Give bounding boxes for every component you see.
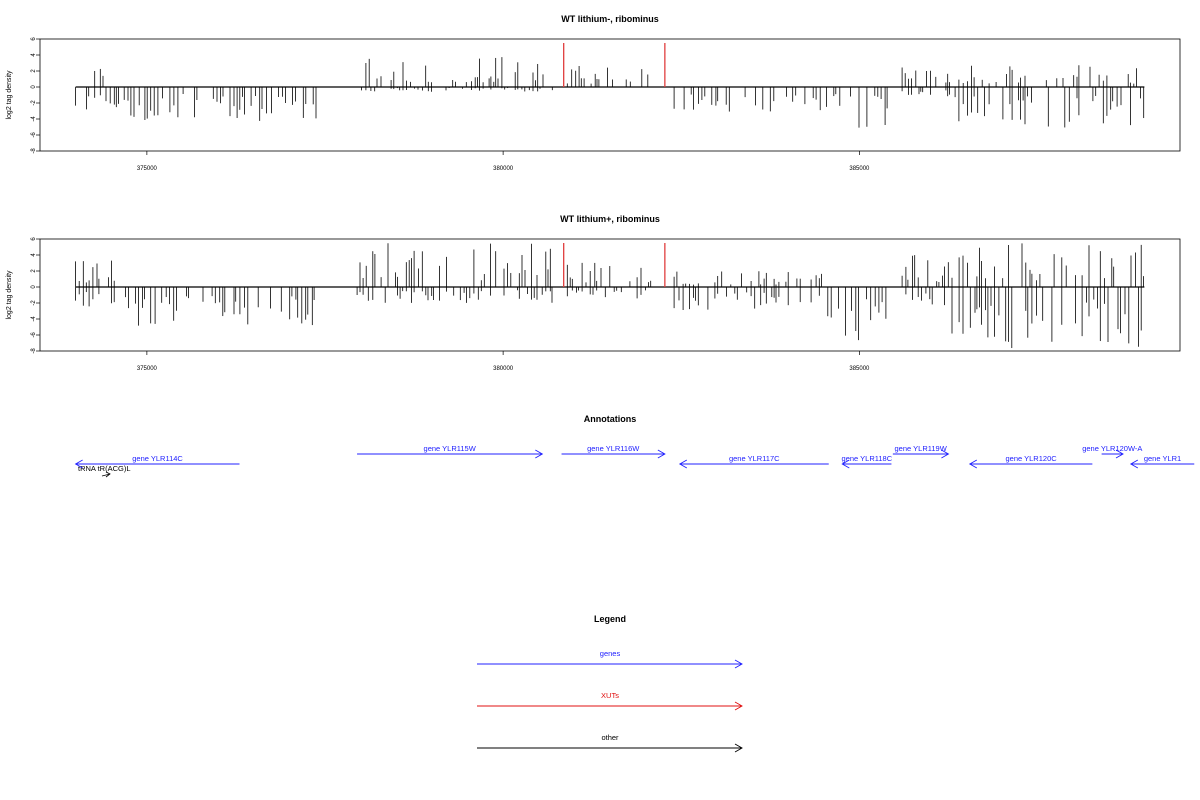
y-tick-label: -2 — [31, 300, 37, 306]
feature-label: gene YLR120C — [1006, 454, 1058, 463]
x-tick-label: 380000 — [493, 366, 514, 372]
annotations-title: Annotations — [584, 414, 637, 424]
y-tick-label: 4 — [31, 253, 37, 257]
plot-frame — [39, 38, 1181, 152]
feature-arrowhead — [105, 471, 111, 478]
feature-label: gene YLR117C — [729, 454, 780, 463]
y-tick-label: 4 — [31, 53, 37, 57]
plot-frame — [39, 238, 1181, 352]
feature-label: gene YLR1 — [1144, 454, 1181, 463]
y-tick-label: -6 — [31, 332, 37, 338]
legend-title: Legend — [594, 614, 626, 624]
feature-label: gene YLR120W-A — [1082, 444, 1142, 453]
y-axis-label: log2 tag density — [6, 270, 13, 320]
legend-label: XUTs — [601, 691, 619, 700]
x-tick-label: 385000 — [849, 366, 870, 372]
axes: 6 4 2 0 -2 -4 -6 -8 375000 380000 385000 — [31, 237, 870, 372]
feature-arrowhead — [657, 449, 666, 459]
y-tick-label: 0 — [31, 285, 37, 289]
feature-arrowhead — [1115, 449, 1124, 459]
y-tick-label: -6 — [31, 132, 37, 138]
x-tick-label: 380000 — [493, 166, 514, 172]
legend-arrowhead — [734, 701, 743, 711]
feature-label: gene YLR119W — [895, 444, 948, 453]
y-tick-label: 2 — [31, 269, 37, 273]
x-tick-label: 375000 — [137, 366, 158, 372]
panel-title: WT lithium-, ribominus — [561, 14, 659, 24]
legend-items: genes XUTs other — [477, 649, 743, 753]
legend: Legend genes XUTs other — [477, 614, 743, 753]
feature-label: gene YLR115W — [424, 444, 477, 453]
y-tick-label: 2 — [31, 69, 37, 73]
track-panel-lithium-minus: WT lithium-, ribominus log2 tag density … — [6, 14, 1181, 172]
feature-arrowhead — [74, 459, 83, 469]
x-tick-label: 385000 — [849, 166, 870, 172]
feature-arrowhead — [941, 449, 950, 459]
legend-arrowhead — [734, 743, 743, 753]
panel-title: WT lithium+, ribominus — [560, 214, 660, 224]
feature-arrowhead — [968, 459, 978, 469]
y-tick-label: -8 — [31, 148, 37, 154]
feature-label: gene YLR114C — [132, 454, 183, 463]
feature-arrowhead — [1129, 459, 1139, 469]
y-tick-label: -4 — [31, 316, 37, 322]
xut-highlights — [563, 243, 666, 287]
feature-arrowhead — [535, 449, 544, 459]
axes: 6 4 2 0 -2 -4 -6 -8 375000 380000 385000 — [31, 37, 870, 172]
feature-label: gene YLR118C — [842, 454, 893, 463]
density-bars — [75, 243, 1145, 349]
y-tick-label: -2 — [31, 100, 37, 106]
feature-arrowhead — [841, 459, 850, 469]
track-panel-lithium-plus: WT lithium+, ribominus log2 tag density … — [6, 214, 1181, 372]
feature-arrow — [101, 473, 111, 477]
y-tick-label: 6 — [31, 237, 37, 241]
y-tick-label: 0 — [31, 85, 37, 89]
y-tick-label: 6 — [31, 37, 37, 41]
feature-label: gene YLR116W — [587, 444, 640, 453]
legend-arrowhead — [734, 659, 743, 669]
feature-label: tRNA tR(ACG)L — [78, 464, 131, 473]
x-tick-label: 375000 — [137, 166, 158, 172]
y-axis-label: log2 tag density — [6, 70, 13, 120]
y-tick-label: -4 — [31, 116, 37, 122]
feature-arrowhead — [678, 459, 688, 469]
density-bars — [75, 57, 1145, 128]
legend-label: other — [601, 733, 619, 742]
y-tick-label: -8 — [31, 348, 37, 354]
xut-highlights — [563, 43, 666, 87]
legend-label: genes — [600, 649, 621, 658]
